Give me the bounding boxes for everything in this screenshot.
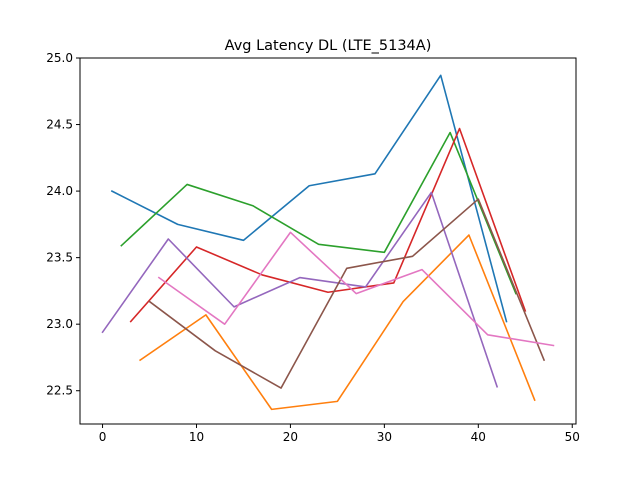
x-tick-label: 50 <box>565 430 580 444</box>
series-line-5 <box>101 191 499 388</box>
y-axis: 22.5 23.0 23.5 24.0 24.5 25.0 <box>46 51 80 398</box>
plot-frame <box>79 57 577 425</box>
series-line-4 <box>129 127 527 323</box>
y-tick-label: 23.0 <box>46 317 73 331</box>
y-tick-label: 24.5 <box>46 118 73 132</box>
series-line-3 <box>120 131 517 295</box>
x-tick-label: 30 <box>377 430 392 444</box>
series-layer <box>101 74 555 411</box>
x-tick-label: 10 <box>189 430 204 444</box>
y-tick-label: 25.0 <box>46 51 73 65</box>
x-tick-label: 0 <box>99 430 107 444</box>
series-line-7 <box>157 231 555 347</box>
y-tick-label: 24.0 <box>46 184 73 198</box>
series-line-2 <box>139 234 536 411</box>
x-tick-label: 40 <box>471 430 486 444</box>
x-tick-label: 20 <box>283 430 298 444</box>
series-line-1 <box>110 74 508 323</box>
x-axis: 0 10 20 30 40 50 <box>99 424 580 444</box>
chart-title: Avg Latency DL (LTE_5134A) <box>225 38 432 54</box>
series-line-6 <box>148 198 546 389</box>
y-tick-label: 22.5 <box>46 384 73 398</box>
y-tick-label: 23.5 <box>46 251 73 265</box>
